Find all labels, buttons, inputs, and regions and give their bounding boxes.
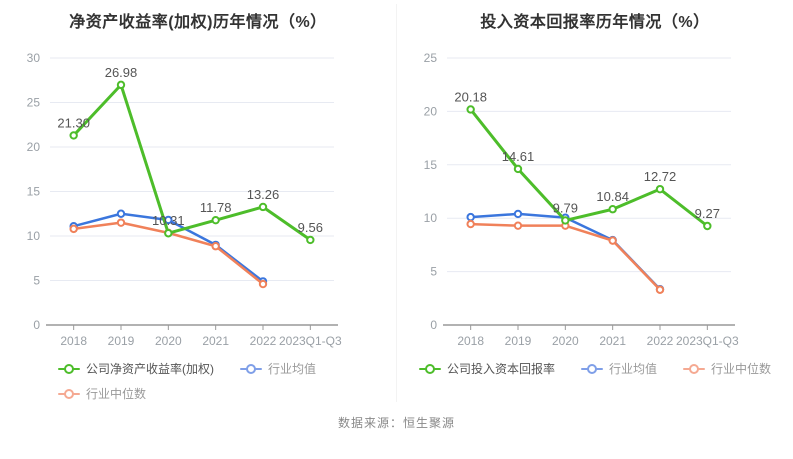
data-point[interactable]: [513, 221, 523, 230]
series-line: [72, 83, 312, 242]
data-point[interactable]: [513, 164, 523, 174]
chart-title-roe: 净资产收益率(加权)历年情况（%）: [69, 14, 327, 31]
data-point[interactable]: [466, 105, 475, 114]
panel-divider: [396, 4, 397, 402]
data-point[interactable]: [69, 131, 78, 140]
legend-item-industry-mean[interactable]: 行业均值: [240, 360, 316, 377]
legend-label: 行业均值: [268, 362, 317, 376]
y-tick-label: 25: [424, 51, 438, 65]
data-label: 26.98: [105, 65, 138, 80]
y-tick-label: 20: [424, 104, 438, 118]
data-point[interactable]: [116, 218, 126, 227]
data-label: 12.72: [644, 169, 677, 184]
legend-label: 行业均值: [608, 362, 657, 376]
legend-roic: 公司投入资本回报率 行业均值 行业中位数: [405, 360, 785, 377]
series-company-roe: 21.30 26.98 10.31 11.78 13.26 9.56: [57, 65, 323, 245]
y-tick-label: 0: [33, 318, 40, 332]
chart-panel-roe: 净资产收益率(加权)历年情况（%） 0 5 10 15 20 25 30 2018 2019 20…: [0, 0, 396, 402]
series-company-roic: 20.18 14.61 9.79 10.84 12.72 9.27: [454, 89, 720, 231]
y-tick-label: 15: [424, 158, 438, 172]
x-tick-label: 2019: [505, 334, 532, 348]
legend-item-company-roic[interactable]: 公司投入资本回报率: [418, 360, 555, 377]
legend-marker-icon: [58, 388, 80, 399]
x-tick-label: 2020: [155, 334, 182, 348]
data-label: 14.61: [502, 149, 535, 164]
legend-marker-icon: [240, 363, 262, 374]
x-tick-label: 2018: [60, 334, 87, 348]
charts-row: 净资产收益率(加权)历年情况（%） 0 5 10 15 20 25 30 2018 2019 20…: [0, 0, 793, 402]
x-tick-label: 2020: [552, 334, 579, 348]
y-tick-label: 10: [27, 229, 41, 243]
y-tick-label: 10: [424, 211, 438, 225]
data-point[interactable]: [466, 212, 475, 222]
series-line: [469, 107, 709, 228]
data-point[interactable]: [211, 215, 220, 225]
series-industry-median: [466, 219, 665, 294]
series-line: [469, 222, 662, 292]
legend-label: 行业中位数: [711, 362, 772, 376]
data-point[interactable]: [466, 219, 475, 229]
line-chart-roe: 0 5 10 15 20 25 30 2018 2019 2020 2021 2022 2023Q1-Q…: [27, 51, 342, 348]
data-point[interactable]: [116, 80, 126, 90]
y-tick-label: 25: [27, 96, 41, 110]
data-point[interactable]: [258, 279, 268, 289]
data-point[interactable]: [608, 205, 617, 214]
x-tick-label: 2021: [202, 334, 229, 348]
legend-marker-icon: [418, 363, 441, 374]
data-point[interactable]: [513, 209, 523, 219]
x-tick-label: 2023Q1-Q3: [279, 334, 342, 348]
legend-marker-icon: [58, 363, 80, 374]
data-source-note: 数据来源：恒生聚源: [337, 416, 455, 430]
legend-item-company-roe[interactable]: 公司净资产收益率(加权): [58, 360, 214, 377]
legend-marker-icon: [683, 363, 705, 374]
legend-marker-icon: [580, 363, 603, 374]
data-point[interactable]: [306, 235, 315, 245]
x-tick-label: 2018: [457, 334, 484, 348]
y-tick-label: 15: [27, 185, 41, 199]
data-point[interactable]: [608, 236, 617, 245]
x-tick-label: 2022: [250, 334, 277, 348]
legend-item-industry-median[interactable]: 行业中位数: [683, 360, 771, 377]
data-point[interactable]: [655, 285, 665, 294]
x-tick-label: 2023Q1-Q3: [676, 334, 739, 348]
y-tick-label: 20: [27, 140, 41, 154]
data-point[interactable]: [164, 229, 173, 238]
x-tick-label: 2019: [108, 334, 135, 348]
data-point[interactable]: [655, 184, 665, 194]
chart-title-roic: 投入资本回报率历年情况（%）: [480, 14, 710, 31]
data-label: 9.27: [695, 206, 720, 221]
data-label: 20.18: [454, 89, 487, 104]
y-tick-label: 0: [430, 318, 437, 332]
legend-label: 行业中位数: [86, 387, 147, 401]
chart-panel-roic: 投入资本回报率历年情况（%） 0 5 10 15 20 25 2018 2019 2020 202…: [397, 0, 793, 402]
data-point[interactable]: [211, 242, 220, 251]
data-point[interactable]: [116, 209, 126, 218]
legend-label: 公司投入资本回报率: [446, 362, 555, 376]
legend-item-industry-median[interactable]: 行业中位数: [58, 385, 146, 402]
y-tick-label: 30: [27, 51, 41, 65]
data-label: 10.84: [596, 189, 629, 204]
data-point[interactable]: [703, 221, 712, 231]
y-tick-label: 5: [430, 265, 437, 279]
data-point[interactable]: [561, 216, 570, 225]
x-tick-label: 2021: [599, 334, 626, 348]
data-label: 9.56: [298, 220, 323, 235]
data-label: 10.31: [152, 213, 185, 228]
data-label: 9.79: [553, 200, 578, 215]
data-point[interactable]: [69, 224, 78, 234]
data-label: 11.78: [200, 200, 232, 215]
data-point[interactable]: [258, 202, 268, 212]
data-label: 13.26: [247, 187, 280, 202]
data-label: 21.30: [57, 115, 90, 130]
y-tick-label: 5: [33, 274, 40, 288]
line-chart-roic: 0 5 10 15 20 25 2018 2019 2020 2021 2022 2023Q1-Q3 2…: [424, 51, 739, 348]
x-tick-label: 2022: [647, 334, 674, 348]
legend-item-industry-mean[interactable]: 行业均值: [580, 360, 657, 377]
legend-roe: 公司净资产收益率(加权) 行业均值行业中位数: [58, 360, 356, 402]
legend-label: 公司净资产收益率(加权): [86, 362, 214, 376]
